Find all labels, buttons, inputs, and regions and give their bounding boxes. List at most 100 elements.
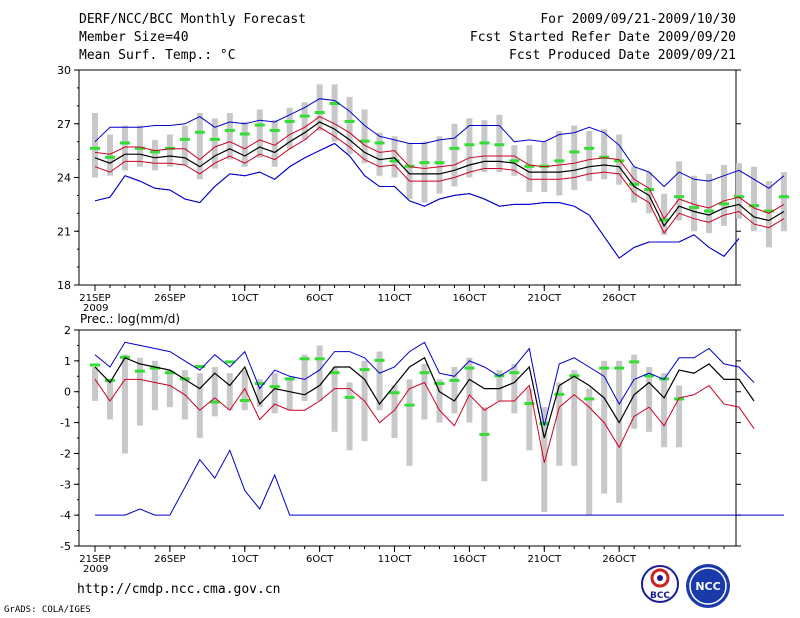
- median-mark-2: [194, 365, 205, 369]
- median-mark-1: [344, 119, 355, 123]
- ensemble-bar-1: [92, 113, 98, 178]
- median-mark-2: [134, 369, 145, 373]
- median-mark-1: [284, 119, 295, 123]
- median-mark-1: [479, 141, 490, 145]
- ensemble-bar-1: [466, 118, 473, 178]
- median-mark-1: [584, 146, 595, 150]
- forecast-period: For 2009/09/21-2009/10/30: [540, 12, 736, 27]
- ensemble-bar-2: [106, 379, 113, 420]
- ensemble-bar-2: [92, 367, 98, 401]
- ensemble-bar-2: [196, 373, 203, 438]
- median-mark-1: [329, 102, 340, 106]
- median-mark-2: [389, 391, 400, 395]
- ensemble-bar-2: [571, 370, 578, 466]
- ensemble-bar-1: [196, 113, 203, 180]
- y-tick-label-2: -2: [60, 447, 71, 460]
- ensemble-bar-1: [331, 84, 338, 142]
- ensemble-bar-1: [691, 175, 698, 232]
- x-tick-label-2: 26OCT: [602, 554, 637, 565]
- series-upper-bound-1: [94, 116, 785, 220]
- median-mark-1: [149, 150, 160, 154]
- median-mark-2: [449, 378, 460, 382]
- median-mark-2: [644, 374, 655, 378]
- ensemble-bar-1: [451, 123, 458, 187]
- ensemble-bar-2: [481, 407, 488, 482]
- x-year-label-1: 2009: [83, 303, 108, 314]
- median-mark-2: [359, 368, 370, 372]
- median-mark-2: [374, 358, 385, 362]
- ensemble-bar-2: [286, 379, 293, 411]
- y-tick-label-2: 0: [64, 386, 71, 399]
- grads-credit: GrADS: COLA/IGES: [4, 605, 91, 615]
- median-mark-1: [554, 159, 565, 163]
- ensemble-bar-1: [750, 166, 757, 232]
- ensemble-bar-1: [286, 107, 293, 149]
- x-tick-label-1: 1OCT: [231, 293, 259, 304]
- median-mark-2: [254, 382, 265, 385]
- median-mark-2: [104, 378, 115, 382]
- median-mark-1: [119, 141, 130, 145]
- y-tick-label-1: 18: [57, 279, 71, 292]
- ensemble-bar-2: [676, 385, 683, 448]
- ensemble-bar-2: [211, 367, 218, 417]
- x-tick-label-1: 21OCT: [527, 293, 562, 304]
- median-mark-1: [299, 114, 310, 118]
- median-mark-2: [344, 395, 355, 399]
- ensemble-bar-1: [571, 125, 578, 191]
- median-mark-1: [389, 159, 400, 163]
- bcc-logo-text: BCC: [650, 591, 670, 601]
- median-mark-1: [134, 146, 145, 150]
- ensemble-bar-1: [346, 96, 353, 155]
- series-mean-line-1: [94, 121, 785, 228]
- median-mark-1: [509, 159, 520, 163]
- x-tick-label-2: 11OCT: [378, 554, 413, 565]
- x-year-label-2: 2009: [83, 564, 108, 575]
- ensemble-bar-1: [721, 164, 727, 226]
- series-lower-line-2: [94, 378, 755, 463]
- median-mark-2: [419, 371, 430, 375]
- median-mark-1: [704, 209, 715, 213]
- ensemble-bar-2: [616, 360, 623, 503]
- median-mark-1: [778, 195, 789, 199]
- ensemble-bar-2: [661, 373, 668, 448]
- ensemble-bar-2: [466, 357, 473, 423]
- median-mark-2: [434, 382, 445, 385]
- x-tick-label-2: 21OCT: [527, 554, 562, 565]
- ncc-logo-text: NCC: [695, 580, 720, 593]
- median-mark-1: [90, 146, 100, 150]
- ensemble-bar-2: [601, 360, 608, 494]
- median-mark-2: [584, 397, 595, 401]
- y-tick-label-2: -4: [60, 509, 71, 522]
- median-mark-2: [599, 366, 610, 370]
- median-mark-2: [269, 385, 280, 389]
- median-mark-2: [239, 398, 250, 402]
- ensemble-bar-2: [376, 351, 383, 411]
- median-mark-2: [479, 432, 490, 436]
- ensemble-bar-2: [346, 382, 353, 451]
- website-url[interactable]: http://cmdp.ncc.cma.gov.cn: [77, 582, 281, 597]
- median-mark-2: [284, 377, 295, 381]
- x-tick-label-2: 16OCT: [453, 554, 488, 565]
- median-mark-2: [299, 357, 310, 361]
- ensemble-bar-1: [316, 84, 323, 131]
- median-mark-2: [314, 357, 325, 361]
- x-tick-label-1: 11OCT: [378, 293, 413, 304]
- ensemble-bar-1: [361, 109, 368, 164]
- median-mark-2: [554, 392, 565, 396]
- ensemble-bar-1: [706, 173, 713, 234]
- ensemble-bar-2: [496, 370, 503, 401]
- median-mark-1: [629, 182, 640, 186]
- median-mark-1: [674, 195, 685, 199]
- median-mark-2: [404, 403, 415, 407]
- x-tick-label-1: 6OCT: [306, 293, 334, 304]
- ensemble-bar-2: [226, 373, 233, 411]
- ensemble-bar-1: [661, 193, 668, 235]
- median-mark-1: [239, 132, 250, 136]
- median-mark-2: [149, 366, 160, 370]
- ensemble-bar-2: [316, 345, 323, 401]
- series-lower-bound-1: [94, 126, 785, 234]
- ensemble-bar-1: [436, 136, 443, 194]
- series-min-line-2: [95, 449, 784, 516]
